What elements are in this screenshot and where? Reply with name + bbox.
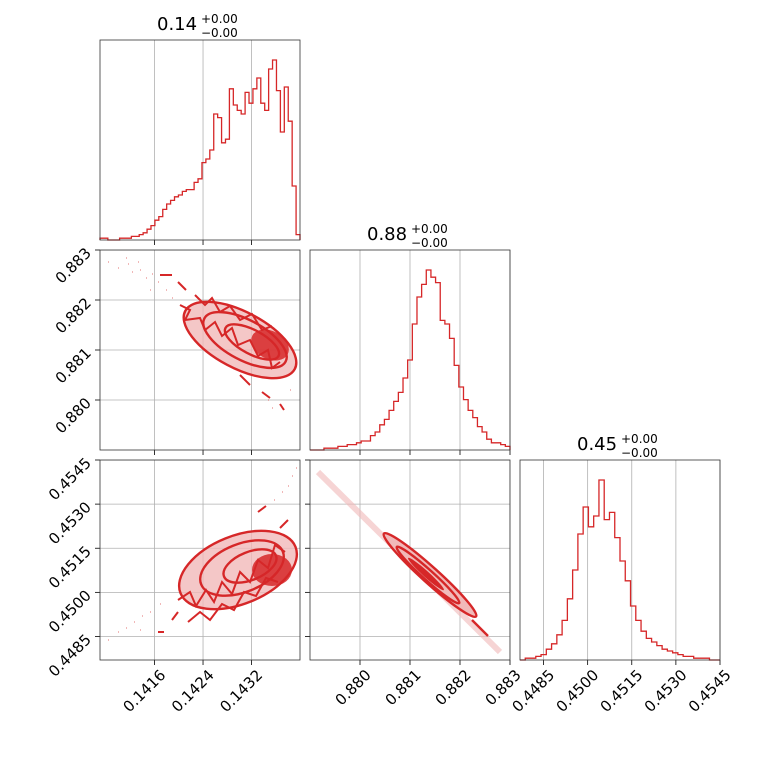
title-plus-2: +0.00 — [621, 432, 658, 446]
contour-wiggle-1-0 — [179, 304, 281, 370]
scatter-panel-1-0 — [100, 250, 300, 450]
contour-tail-1-0 — [160, 274, 285, 411]
ytick-label-2-1: 0.4500 — [45, 586, 95, 636]
frame-1-0 — [99, 249, 301, 451]
contour-wiggle-b-2-0 — [187, 576, 279, 623]
xtick-label-2-1: 0.4500 — [553, 666, 603, 716]
xtick-label-2-3: 0.4530 — [641, 666, 691, 716]
title-param-0: 0.14 +0.00 −0.00 — [157, 12, 238, 40]
title-minus-1: −0.00 — [411, 236, 448, 250]
contour-mid-1-0 — [202, 310, 288, 370]
title-value-1: 0.88 — [367, 224, 407, 245]
histogram-1 — [310, 269, 511, 451]
ytick-label-2-4: 0.4545 — [45, 454, 95, 504]
contour-fill-1-0 — [183, 301, 297, 379]
contour-group-2-0 — [108, 467, 299, 641]
contour-group-2-1 — [315, 469, 503, 655]
contour-inner-2-1 — [408, 557, 444, 591]
contour-mid-2-1 — [395, 545, 461, 605]
title-plus-1: +0.00 — [411, 222, 448, 236]
contour-wiggle-2-0 — [177, 543, 286, 609]
xtick-label-0-1: 0.1424 — [168, 666, 218, 716]
contour-tail-2-0 — [158, 505, 289, 633]
histogram-2 — [520, 479, 720, 661]
ytick-label-2-2: 0.4515 — [45, 542, 95, 592]
scatter-panel-2-0 — [100, 460, 300, 660]
histogram-panel-1 — [310, 250, 511, 451]
title-param-2: 0.45 +0.00 −0.00 — [577, 432, 658, 460]
ytick-label-1-0: 0.880 — [52, 394, 95, 437]
ytick-label-1-3: 0.883 — [52, 244, 95, 287]
title-param-1: 0.88 +0.00 −0.00 — [367, 222, 448, 250]
frame-2-0 — [99, 459, 301, 661]
ytick-label-1-1: 0.881 — [52, 344, 95, 387]
contour-outer-2-0 — [177, 529, 299, 611]
contour-tail-2-1 — [471, 619, 489, 637]
xtick-label-1-1: 0.881 — [382, 666, 425, 709]
title-minus-2: −0.00 — [621, 446, 658, 460]
grid-2-2 — [543, 460, 721, 660]
ytick-label-1-2: 0.882 — [52, 294, 95, 337]
xtick-label-1-2: 0.882 — [432, 666, 475, 709]
histogram-panel-2 — [520, 460, 721, 661]
scatter-panel-2-1 — [310, 460, 510, 660]
xtick-label-0-0: 0.1416 — [119, 666, 169, 716]
xtick-label-2-2: 0.4515 — [597, 666, 647, 716]
frame-2-1 — [309, 459, 511, 661]
contour-core-1-0 — [251, 329, 289, 361]
histogram-0 — [99, 59, 301, 241]
histogram-panel-0 — [99, 40, 301, 241]
scatter-points-1-0 — [108, 257, 291, 409]
title-plus-0: +0.00 — [201, 12, 238, 26]
ytick-label-2-3: 0.4530 — [45, 498, 95, 548]
title-minus-0: −0.00 — [201, 26, 238, 40]
title-value-2: 0.45 — [577, 434, 617, 455]
grid-0-0 — [154, 40, 252, 240]
contour-outer-2-1 — [382, 531, 478, 619]
ytick-label-2-0: 0.4485 — [45, 631, 95, 681]
scatter-points-2-0 — [108, 467, 297, 641]
frame-1-1 — [309, 249, 511, 451]
xtick-label-2-4: 0.4545 — [685, 666, 735, 716]
xtick-label-0-2: 0.1432 — [216, 666, 266, 716]
frame-2-2 — [519, 459, 721, 661]
contour-group-1-0 — [108, 257, 298, 411]
title-value-0: 0.14 — [157, 14, 197, 35]
xtick-label-1-0: 0.880 — [332, 666, 375, 709]
frame-0-0 — [99, 39, 301, 241]
contour-wiggle-b-1-0 — [194, 294, 273, 332]
